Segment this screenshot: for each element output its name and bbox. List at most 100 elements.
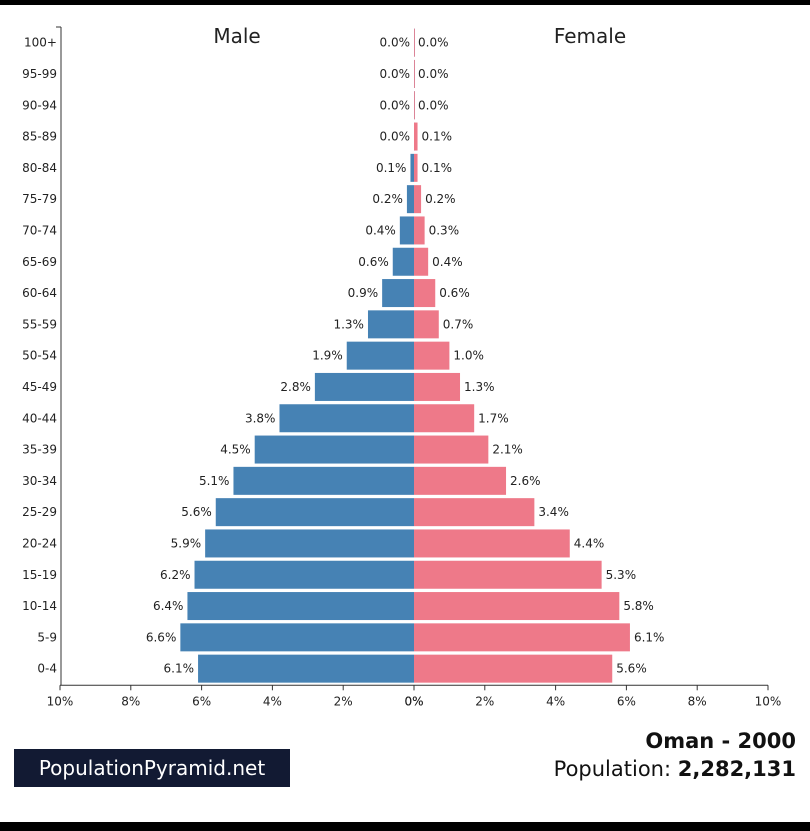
female-bar bbox=[414, 435, 489, 464]
male-bar bbox=[180, 623, 414, 652]
female-value-label: 1.3% bbox=[464, 380, 495, 394]
male-value-label: 0.6% bbox=[358, 255, 389, 269]
age-group-label: 80-84 bbox=[22, 161, 57, 175]
title-separator: - bbox=[714, 729, 738, 753]
age-group-label: 35-39 bbox=[22, 443, 57, 457]
male-bar bbox=[279, 404, 414, 433]
age-group-label: 70-74 bbox=[22, 223, 57, 237]
female-value-label: 4.4% bbox=[574, 536, 605, 550]
age-group-label: 10-14 bbox=[22, 599, 57, 613]
female-bar bbox=[414, 592, 620, 621]
male-bar bbox=[367, 310, 414, 339]
female-value-label: 1.0% bbox=[453, 349, 484, 363]
male-value-label: 2.8% bbox=[280, 380, 311, 394]
male-value-label: 0.0% bbox=[380, 36, 411, 50]
male-value-label: 5.6% bbox=[181, 505, 212, 519]
female-value-label: 0.0% bbox=[418, 98, 449, 112]
age-group-label: 90-94 bbox=[22, 98, 57, 112]
male-bar bbox=[198, 654, 414, 683]
male-value-label: 4.5% bbox=[220, 443, 251, 457]
male-bar bbox=[346, 341, 414, 370]
female-value-label: 0.3% bbox=[429, 223, 460, 237]
female-bar bbox=[414, 28, 415, 57]
male-value-label: 0.4% bbox=[365, 223, 396, 237]
male-bar bbox=[314, 372, 414, 401]
female-bar bbox=[414, 466, 507, 495]
male-bar bbox=[406, 185, 414, 214]
age-group-label: 5-9 bbox=[37, 630, 57, 644]
age-group-label: 100+ bbox=[24, 36, 57, 50]
x-tick-label: 2% bbox=[334, 694, 353, 708]
x-tick-label: 8% bbox=[121, 694, 140, 708]
female-bar bbox=[414, 91, 415, 120]
age-group-label: 60-64 bbox=[22, 286, 57, 300]
age-group-label: 20-24 bbox=[22, 536, 57, 550]
male-value-label: 5.9% bbox=[171, 536, 202, 550]
female-bar bbox=[414, 623, 630, 652]
female-bar bbox=[414, 185, 422, 214]
female-value-label: 0.4% bbox=[432, 255, 463, 269]
female-value-label: 0.0% bbox=[418, 67, 449, 81]
country-name: Oman bbox=[645, 729, 715, 753]
age-group-label: 15-19 bbox=[22, 568, 57, 582]
female-bar bbox=[414, 654, 613, 683]
year-label: 2000 bbox=[737, 729, 796, 753]
female-value-label: 6.1% bbox=[634, 630, 665, 644]
male-bar bbox=[399, 216, 414, 245]
male-value-label: 0.1% bbox=[376, 161, 407, 175]
male-value-label: 6.6% bbox=[146, 630, 177, 644]
male-bar bbox=[382, 279, 414, 308]
male-bar bbox=[392, 247, 414, 276]
male-value-label: 0.2% bbox=[372, 192, 403, 206]
female-bar bbox=[414, 404, 475, 433]
male-value-label: 0.9% bbox=[348, 286, 379, 300]
male-value-label: 0.0% bbox=[380, 67, 411, 81]
female-value-label: 5.3% bbox=[606, 568, 637, 582]
age-group-label: 55-59 bbox=[22, 317, 57, 331]
female-bar bbox=[414, 59, 415, 88]
site-brand-badge[interactable]: PopulationPyramid.net bbox=[14, 749, 290, 787]
female-value-label: 0.2% bbox=[425, 192, 456, 206]
male-bar bbox=[254, 435, 414, 464]
male-value-label: 6.2% bbox=[160, 568, 191, 582]
x-tick-label: 0% bbox=[404, 694, 423, 708]
country-year-title: Oman - 2000 bbox=[645, 729, 796, 753]
female-value-label: 1.7% bbox=[478, 411, 509, 425]
age-group-label: 45-49 bbox=[22, 380, 57, 394]
male-value-label: 0.0% bbox=[380, 130, 411, 144]
male-value-label: 0.0% bbox=[380, 98, 411, 112]
female-value-label: 0.1% bbox=[422, 130, 453, 144]
female-value-label: 3.4% bbox=[538, 505, 569, 519]
chart-frame: 100+ 0.0% 0.0% 95-99 0.0% 0.0% 90-94 0.0% 0.0% 85… bbox=[0, 5, 810, 822]
population-pyramid-chart: 100+ 0.0% 0.0% 95-99 0.0% 0.0% 90-94 0.0% 0.0% 85… bbox=[22, 24, 782, 708]
population-value: 2,282,131 bbox=[677, 757, 796, 781]
x-tick-label: 10% bbox=[755, 694, 782, 708]
male-bar bbox=[205, 529, 414, 558]
age-group-label: 65-69 bbox=[22, 255, 57, 269]
male-value-label: 6.1% bbox=[164, 662, 195, 676]
population-total: Population: 2,282,131 bbox=[554, 757, 796, 781]
x-tick-label: 10% bbox=[47, 694, 74, 708]
age-group-label: 30-34 bbox=[22, 474, 57, 488]
male-bar bbox=[233, 466, 414, 495]
age-group-label: 95-99 bbox=[22, 67, 57, 81]
age-group-label: 50-54 bbox=[22, 349, 57, 363]
female-value-label: 0.7% bbox=[443, 317, 474, 331]
female-value-label: 5.6% bbox=[616, 662, 647, 676]
x-tick-label: 4% bbox=[546, 694, 565, 708]
male-bar bbox=[410, 153, 414, 182]
female-value-label: 0.6% bbox=[439, 286, 470, 300]
male-side-title: Male bbox=[213, 24, 260, 48]
female-bar bbox=[414, 279, 436, 308]
female-bar bbox=[414, 372, 461, 401]
female-bar bbox=[414, 247, 429, 276]
female-value-label: 0.0% bbox=[418, 36, 449, 50]
male-value-label: 1.9% bbox=[312, 349, 343, 363]
female-value-label: 2.1% bbox=[492, 443, 522, 457]
female-bar bbox=[414, 560, 602, 589]
female-value-label: 0.1% bbox=[422, 161, 453, 175]
female-bar bbox=[414, 498, 535, 527]
male-bar bbox=[215, 498, 414, 527]
x-tick-label: 6% bbox=[617, 694, 636, 708]
female-bar bbox=[414, 310, 439, 339]
